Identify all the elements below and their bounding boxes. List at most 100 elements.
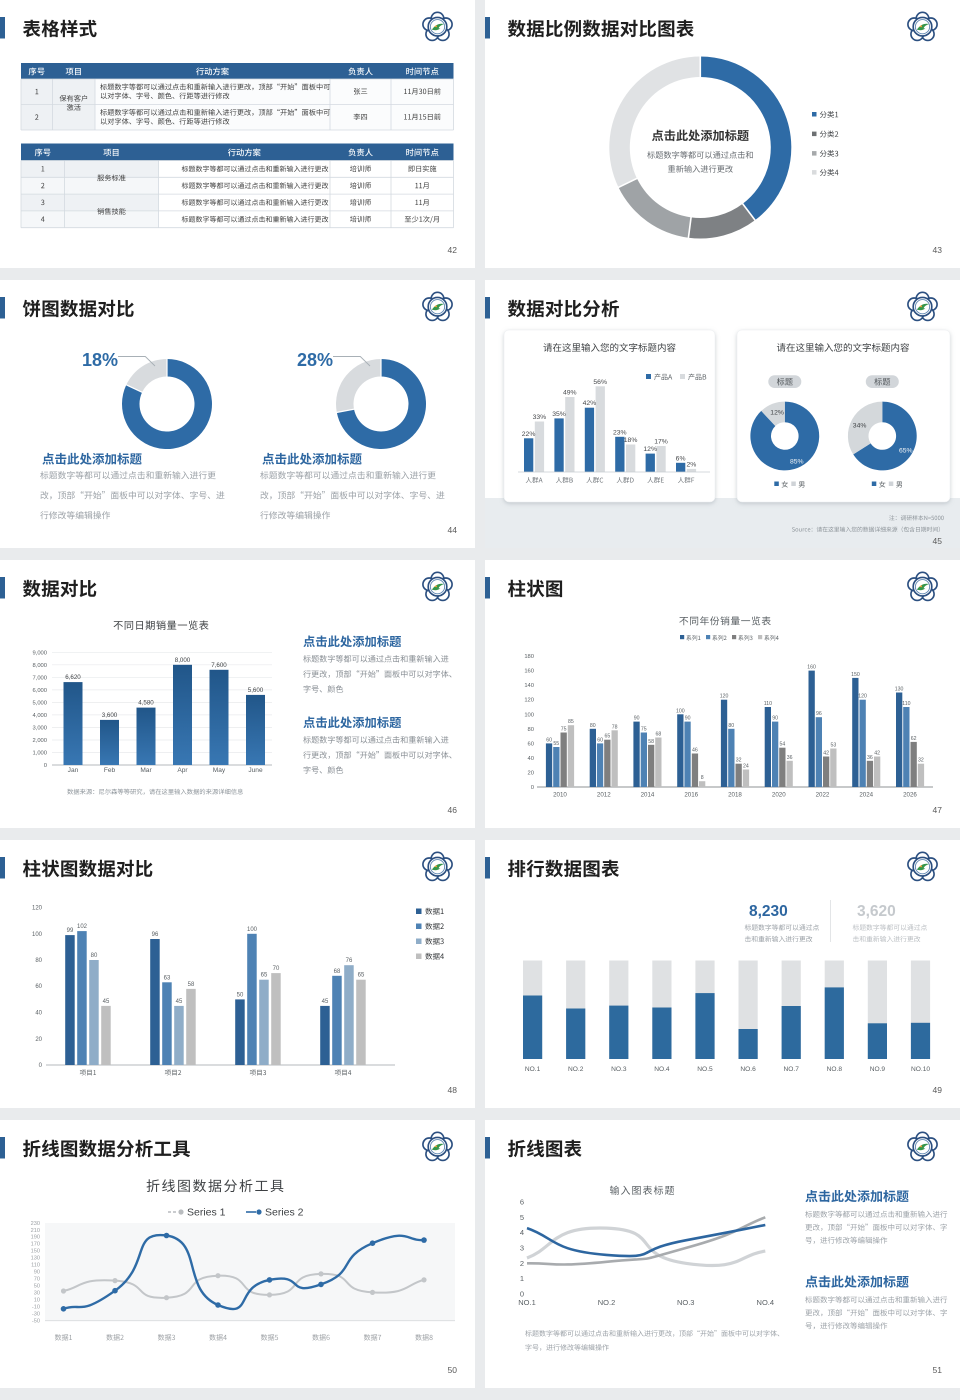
svg-text:80: 80 — [528, 727, 534, 733]
svg-text:30: 30 — [34, 1291, 40, 1297]
svg-text:63: 63 — [164, 975, 171, 981]
svg-text:6%: 6% — [676, 455, 686, 462]
svg-text:NO.3: NO.3 — [677, 1298, 695, 1307]
svg-text:2024: 2024 — [859, 792, 873, 799]
svg-text:60: 60 — [597, 737, 603, 743]
svg-text:-10: -10 — [32, 1305, 40, 1311]
svg-text:40: 40 — [35, 1011, 42, 1017]
svg-text:80: 80 — [728, 723, 734, 729]
svg-text:1: 1 — [520, 1274, 524, 1283]
svg-text:55: 55 — [553, 741, 559, 747]
svg-text:110: 110 — [764, 701, 772, 707]
svg-text:6: 6 — [520, 1198, 524, 1207]
svg-text:68: 68 — [656, 732, 662, 738]
svg-text:100: 100 — [524, 712, 534, 718]
svg-text:34%: 34% — [853, 423, 867, 430]
svg-text:3,000: 3,000 — [32, 725, 47, 731]
svg-text:45: 45 — [176, 999, 183, 1005]
svg-text:190: 190 — [31, 1235, 40, 1241]
svg-text:180: 180 — [524, 654, 534, 660]
svg-text:6,000: 6,000 — [32, 688, 47, 694]
svg-text:8,000: 8,000 — [175, 657, 191, 664]
svg-text:NO.1: NO.1 — [518, 1298, 536, 1307]
svg-text:62: 62 — [911, 736, 917, 742]
svg-text:2018: 2018 — [728, 792, 742, 799]
svg-text:NO.2: NO.2 — [598, 1298, 616, 1307]
svg-text:23%: 23% — [613, 429, 627, 436]
svg-text:Feb: Feb — [104, 767, 116, 774]
svg-text:9,000: 9,000 — [32, 650, 47, 656]
svg-text:5,600: 5,600 — [248, 687, 264, 694]
svg-text:1,000: 1,000 — [32, 751, 47, 757]
svg-text:100: 100 — [32, 932, 43, 938]
svg-text:65: 65 — [261, 973, 268, 979]
svg-text:6,620: 6,620 — [65, 674, 81, 681]
svg-text:NO.4: NO.4 — [654, 1066, 670, 1073]
svg-text:160: 160 — [807, 665, 816, 671]
svg-text:3: 3 — [520, 1244, 524, 1253]
svg-text:49%: 49% — [563, 390, 577, 397]
svg-text:8,230: 8,230 — [749, 903, 788, 920]
svg-text:60: 60 — [35, 984, 42, 990]
svg-text:54: 54 — [780, 742, 786, 748]
svg-text:150: 150 — [31, 1249, 40, 1255]
svg-text:85: 85 — [568, 719, 574, 725]
svg-text:100: 100 — [247, 927, 258, 933]
svg-text:210: 210 — [31, 1228, 40, 1234]
svg-text:44: 44 — [448, 525, 458, 535]
svg-text:8,000: 8,000 — [32, 663, 47, 669]
svg-text:80: 80 — [590, 723, 596, 729]
svg-text:65: 65 — [358, 973, 365, 979]
svg-text:90: 90 — [634, 716, 640, 722]
svg-text:20: 20 — [528, 771, 534, 777]
svg-text:NO.6: NO.6 — [740, 1066, 756, 1073]
svg-text:NO.2: NO.2 — [568, 1066, 584, 1073]
svg-text:50: 50 — [448, 1365, 458, 1375]
svg-text:7,000: 7,000 — [32, 675, 47, 681]
svg-text:June: June — [248, 767, 263, 774]
svg-text:5: 5 — [520, 1213, 524, 1222]
svg-text:NO.4: NO.4 — [757, 1298, 775, 1307]
svg-text:49: 49 — [933, 1085, 943, 1095]
svg-text:2022: 2022 — [816, 792, 830, 799]
svg-text:76: 76 — [346, 958, 353, 964]
svg-text:NO.3: NO.3 — [611, 1066, 627, 1073]
svg-text:68: 68 — [334, 969, 341, 975]
svg-text:17%: 17% — [654, 439, 668, 446]
svg-text:65: 65 — [605, 734, 611, 740]
svg-text:160: 160 — [524, 669, 534, 675]
svg-text:102: 102 — [77, 924, 88, 930]
svg-text:12%: 12% — [770, 410, 784, 417]
svg-text:36: 36 — [867, 755, 873, 761]
svg-text:80: 80 — [35, 958, 42, 964]
svg-text:2020: 2020 — [772, 792, 786, 799]
svg-text:170: 170 — [31, 1242, 40, 1248]
svg-text:7,600: 7,600 — [211, 662, 227, 669]
svg-text:12%: 12% — [643, 446, 657, 453]
svg-text:NO.7: NO.7 — [784, 1066, 800, 1073]
svg-text:230: 230 — [31, 1221, 40, 1227]
svg-text:96: 96 — [152, 932, 159, 938]
svg-text:58: 58 — [648, 739, 654, 745]
svg-text:10: 10 — [34, 1298, 40, 1304]
svg-text:20: 20 — [35, 1037, 42, 1043]
svg-text:0: 0 — [39, 1063, 43, 1069]
svg-text:24: 24 — [743, 764, 749, 770]
svg-text:110: 110 — [902, 701, 910, 707]
svg-text:58: 58 — [188, 982, 195, 988]
svg-text:0: 0 — [44, 763, 47, 769]
svg-text:70: 70 — [34, 1277, 40, 1283]
svg-text:130: 130 — [895, 687, 904, 693]
svg-text:NO.8: NO.8 — [827, 1066, 843, 1073]
svg-text:32: 32 — [736, 758, 742, 764]
svg-text:22%: 22% — [522, 431, 536, 438]
svg-text:100: 100 — [676, 708, 685, 714]
svg-text:47: 47 — [933, 805, 943, 815]
svg-text:45: 45 — [103, 999, 110, 1005]
svg-text:NO.9: NO.9 — [870, 1066, 886, 1073]
svg-text:42: 42 — [823, 751, 829, 757]
svg-text:120: 120 — [32, 906, 43, 912]
svg-text:60: 60 — [528, 741, 534, 747]
svg-text:Mar: Mar — [140, 767, 152, 774]
svg-text:85%: 85% — [790, 459, 804, 466]
